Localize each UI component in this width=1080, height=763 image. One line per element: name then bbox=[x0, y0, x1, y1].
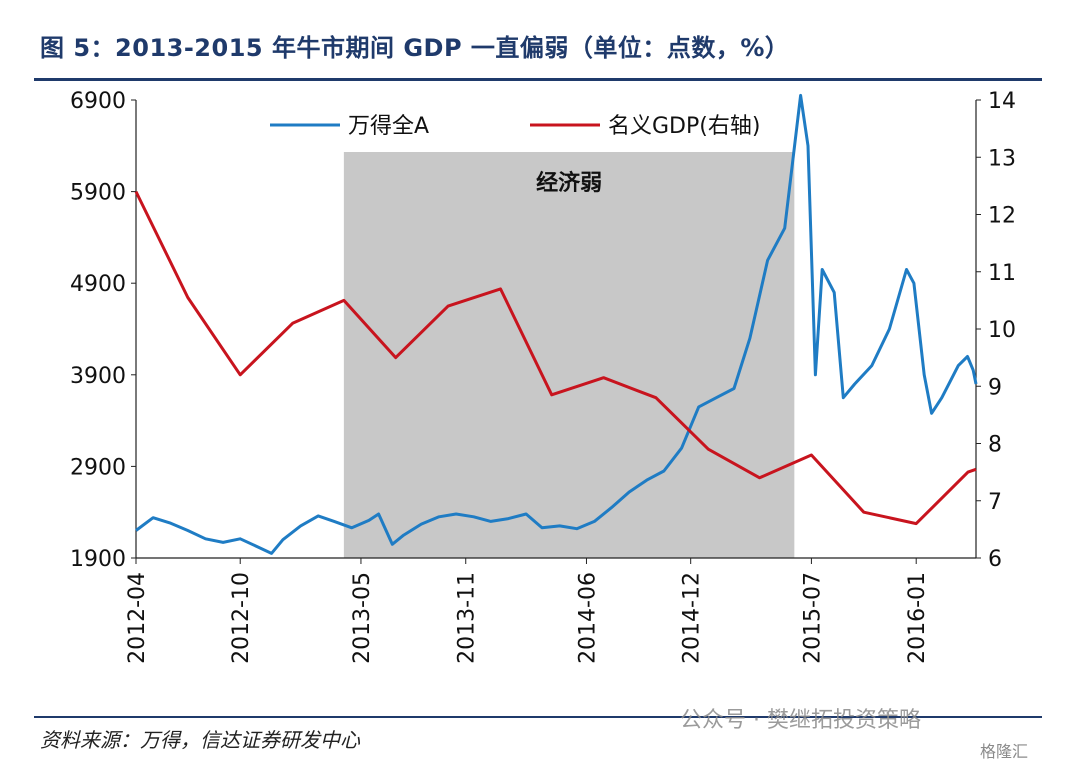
series-line-wind-all-a bbox=[135, 93, 978, 555]
right-tick-label: 6 bbox=[988, 547, 1002, 572]
x-tick-label: 2012-04 bbox=[125, 572, 150, 664]
watermark-logo: 格隆汇 bbox=[980, 742, 1029, 761]
left-tick-label: 2900 bbox=[70, 455, 126, 480]
source-note: 资料来源：万得，信达证券研发中心 bbox=[40, 728, 360, 752]
right-tick-label: 7 bbox=[988, 490, 1002, 515]
left-tick-label: 1900 bbox=[70, 547, 126, 572]
title-divider bbox=[34, 78, 1042, 81]
legend-label: 万得全A bbox=[348, 114, 429, 139]
left-tick-label: 6900 bbox=[70, 89, 126, 114]
right-tick-label: 11 bbox=[988, 261, 1016, 286]
right-tick-label: 9 bbox=[988, 375, 1002, 400]
x-tick-label: 2012-10 bbox=[229, 572, 254, 664]
series-line-nominal-gdp bbox=[134, 190, 977, 526]
chart: 1900 2900 3900 4900 5900 6900 6 7 8 9 10 11 12 13 14 20… bbox=[70, 89, 1016, 664]
source-divider bbox=[34, 716, 1042, 718]
x-tick-label: 2013-05 bbox=[350, 572, 375, 664]
x-tick-label: 2014-06 bbox=[575, 572, 600, 664]
x-tick-label: 2015-07 bbox=[800, 572, 825, 664]
shaded-region-label: 经济弱 bbox=[536, 170, 602, 196]
x-tick-label: 2016-01 bbox=[905, 572, 930, 664]
right-tick-label: 10 bbox=[988, 318, 1016, 343]
right-tick-label: 8 bbox=[988, 433, 1002, 458]
right-tick-label: 14 bbox=[988, 89, 1016, 114]
x-tick-label: 2013-11 bbox=[455, 572, 480, 664]
x-tick-label: 2014-12 bbox=[680, 572, 705, 664]
left-tick-label: 4900 bbox=[70, 272, 126, 297]
right-tick-label: 12 bbox=[988, 204, 1016, 229]
legend-label: 名义GDP(右轴) bbox=[608, 114, 760, 139]
shaded-region bbox=[343, 152, 795, 558]
left-tick-label: 5900 bbox=[70, 181, 126, 206]
chart-title: 图 5：2013-2015 年牛市期间 GDP 一直偏弱（单位：点数，%） bbox=[40, 34, 790, 62]
right-tick-label: 13 bbox=[988, 146, 1016, 171]
watermark: 公众号 · 樊继拓投资策略 bbox=[680, 708, 921, 733]
left-tick-label: 3900 bbox=[70, 364, 126, 389]
